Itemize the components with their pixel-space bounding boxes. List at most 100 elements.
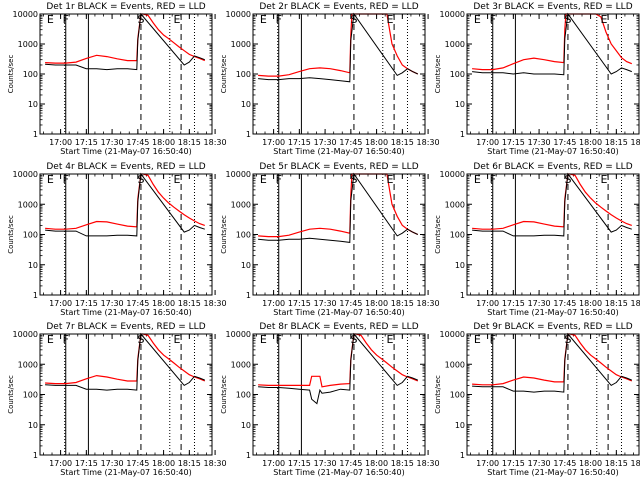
- marker-label: F: [490, 13, 496, 26]
- marker-label: E: [474, 13, 481, 26]
- x-tick-label: 18:30: [204, 459, 227, 468]
- x-tick-label: 17:15: [75, 459, 98, 468]
- y-tick-label: 1: [246, 291, 251, 300]
- y-tick-label: 10: [241, 100, 251, 109]
- y-axis-label: Counts/sec: [7, 375, 15, 414]
- x-tick-label: 18:30: [204, 138, 227, 147]
- y-tick-label: 100: [236, 391, 251, 400]
- marker-label: F: [276, 333, 282, 346]
- panel-7: Det 7r BLACK = Events, RED = LLD 1 10 100 10…: [7, 322, 227, 477]
- panel-2: Det 2r BLACK = Events, RED = LLD 1 10 100 10…: [220, 2, 440, 156]
- series-events-line: [45, 12, 205, 71]
- x-tick-label: 18:30: [204, 299, 227, 308]
- x-tick-label: 17:15: [288, 299, 311, 308]
- marker-label: E: [474, 333, 481, 346]
- plot-frame: [252, 173, 426, 296]
- x-tick-label: 17:30: [101, 299, 124, 308]
- y-tick-label: 1000: [231, 200, 251, 209]
- x-axis-label: Start Time (21-May-07 16:50:40): [273, 308, 404, 317]
- marker-label: E: [387, 173, 394, 186]
- series-lld-line: [45, 173, 205, 230]
- x-tick-label: 17:15: [75, 138, 98, 147]
- y-tick-label: 10000: [226, 170, 251, 179]
- x-axis-label: Start Time (21-May-07 16:50:40): [487, 147, 618, 156]
- series-events-line: [258, 332, 418, 405]
- x-tick-label: 17:00: [476, 299, 499, 308]
- y-tick-label: 1000: [18, 40, 38, 49]
- y-tick-label: 10000: [226, 10, 251, 19]
- plot-frame: [39, 333, 213, 456]
- x-tick-label: 18:30: [417, 299, 440, 308]
- y-axis-label: Counts/sec: [220, 55, 228, 94]
- y-tick-label: 10: [28, 261, 38, 270]
- x-tick-label: 17:45: [126, 459, 149, 468]
- series-events-line: [45, 172, 205, 237]
- y-tick-label: 1: [460, 451, 465, 460]
- marker-label: E: [601, 333, 608, 346]
- marker-label: F: [63, 333, 69, 346]
- y-axis-label: Counts/sec: [7, 215, 15, 254]
- panel-1: Det 1r BLACK = Events, RED = LLD 1 10 100 10…: [7, 2, 227, 156]
- marker-label: E: [387, 13, 394, 26]
- panel-title: Det 8r BLACK = Events, RED = LLD: [259, 322, 418, 332]
- x-tick-label: 18:00: [152, 299, 175, 308]
- y-tick-label: 1: [246, 130, 251, 139]
- y-tick-label: 1000: [18, 360, 38, 369]
- x-tick-label: 17:30: [528, 459, 551, 468]
- y-axis-label: Counts/sec: [434, 375, 442, 414]
- x-tick-label: 18:30: [417, 138, 440, 147]
- panel-3: Det 3r BLACK = Events, RED = LLD 1 10 100 10…: [434, 2, 640, 156]
- x-tick-label: 17:45: [553, 299, 576, 308]
- x-tick-label: 17:30: [528, 138, 551, 147]
- y-tick-label: 10000: [13, 330, 38, 339]
- marker-label: E: [47, 333, 54, 346]
- panel-5: Det 5r BLACK = Events, RED = LLD 1 10 100 10…: [220, 162, 440, 317]
- x-tick-label: 18:15: [391, 459, 414, 468]
- y-tick-label: 10: [455, 100, 465, 109]
- x-tick-label: 17:15: [75, 299, 98, 308]
- panel-title: Det 7r BLACK = Events, RED = LLD: [46, 322, 205, 332]
- plot-frame: [252, 333, 426, 456]
- x-tick-label: 18:30: [631, 299, 640, 308]
- series-lld-line: [472, 13, 633, 71]
- marker-label: E: [174, 13, 181, 26]
- marker-label: F: [490, 173, 496, 186]
- marker-label: S: [137, 333, 144, 346]
- x-tick-label: 17:00: [262, 299, 285, 308]
- y-tick-label: 10: [455, 261, 465, 270]
- y-tick-label: 1: [246, 451, 251, 460]
- y-tick-label: 10000: [440, 10, 465, 19]
- y-tick-label: 100: [23, 70, 38, 79]
- x-tick-label: 17:00: [476, 138, 499, 147]
- x-tick-label: 18:00: [579, 138, 602, 147]
- x-tick-label: 18:15: [605, 299, 628, 308]
- x-tick-label: 17:15: [288, 459, 311, 468]
- x-tick-label: 17:00: [49, 138, 72, 147]
- y-tick-label: 1000: [231, 360, 251, 369]
- marker-label: E: [387, 333, 394, 346]
- y-axis-label: Counts/sec: [434, 215, 442, 254]
- marker-label: F: [63, 173, 69, 186]
- y-tick-label: 100: [450, 391, 465, 400]
- marker-label: E: [474, 173, 481, 186]
- x-tick-label: 18:30: [631, 459, 640, 468]
- x-tick-label: 17:00: [476, 459, 499, 468]
- marker-label: F: [63, 13, 69, 26]
- x-tick-label: 18:00: [152, 138, 175, 147]
- series-events-line: [472, 172, 632, 237]
- panel-title: Det 4r BLACK = Events, RED = LLD: [46, 162, 205, 172]
- x-tick-label: 18:00: [579, 299, 602, 308]
- x-tick-label: 18:15: [605, 459, 628, 468]
- x-tick-label: 18:15: [391, 299, 414, 308]
- x-tick-label: 18:00: [365, 299, 388, 308]
- panel-9: Det 9r BLACK = Events, RED = LLD 1 10 100 10…: [434, 322, 640, 477]
- x-axis-label: Start Time (21-May-07 16:50:40): [60, 147, 191, 156]
- x-tick-label: 18:30: [631, 138, 640, 147]
- x-axis-label: Start Time (21-May-07 16:50:40): [487, 468, 618, 477]
- y-tick-label: 10: [28, 100, 38, 109]
- y-tick-label: 10000: [226, 330, 251, 339]
- y-tick-label: 10000: [13, 10, 38, 19]
- x-tick-label: 17:30: [314, 299, 337, 308]
- x-tick-label: 18:00: [365, 138, 388, 147]
